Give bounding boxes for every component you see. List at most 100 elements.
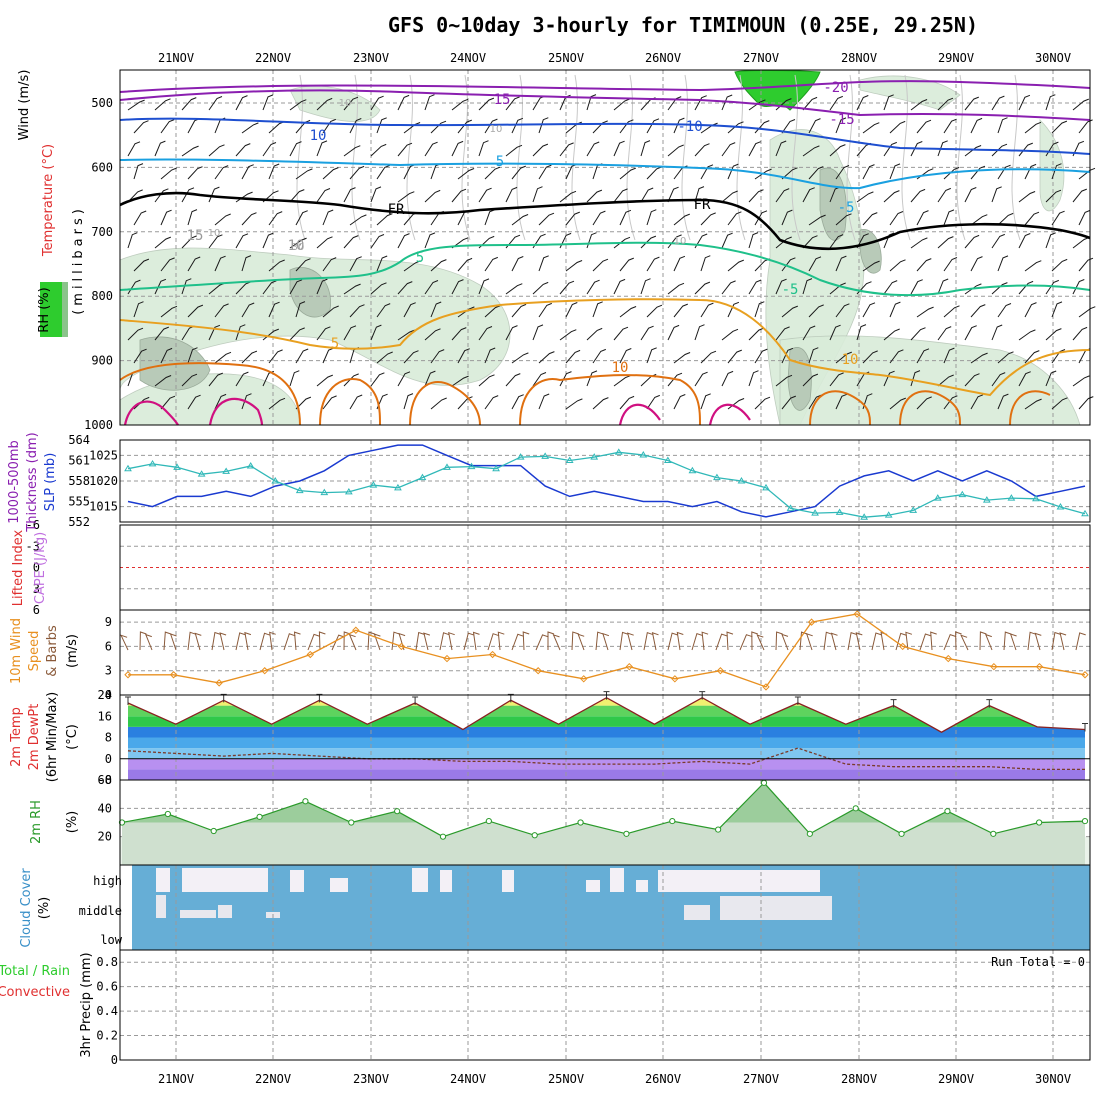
wind-barb — [694, 324, 705, 341]
date-axis-bottom: 21NOV 22NOV 23NOV 24NOV 25NOV 26NOV 27NOV 28NOV… — [158, 1072, 1071, 1086]
cloud-high-1 — [182, 868, 268, 892]
wind-barb — [505, 96, 520, 111]
thickness-label-2: Thickness (dm) — [25, 432, 40, 532]
wind10-barb — [715, 633, 728, 651]
thickness-point — [1032, 494, 1040, 502]
wind10-barb — [895, 632, 907, 651]
wind-barb — [964, 283, 982, 295]
wind-barb — [289, 279, 303, 295]
wind10-point — [397, 642, 406, 651]
cloud-high-9 — [636, 880, 648, 892]
wind-barb — [559, 190, 577, 203]
wind-barb — [862, 164, 875, 180]
wind-barb — [808, 214, 826, 226]
rh-contour-8 — [736, 74, 746, 241]
wind-barb — [943, 118, 957, 134]
wind10-barb — [391, 631, 401, 651]
wind-barb — [1018, 94, 1031, 111]
wind-barb — [964, 234, 980, 249]
thickness-point — [933, 494, 942, 501]
wind-barb — [1024, 302, 1037, 318]
wind-barb — [862, 260, 880, 272]
wind-barb — [640, 140, 651, 157]
thickness-point — [884, 511, 893, 518]
rh-contour-7 — [681, 74, 691, 241]
wind-barb — [484, 256, 498, 272]
wind-barb — [964, 187, 977, 203]
wind-barb — [349, 214, 367, 226]
wind-barb — [970, 165, 986, 180]
rh-contour-5 — [571, 74, 581, 241]
wind-barb — [1045, 279, 1059, 295]
contour-label-15: 10 — [288, 238, 305, 254]
contour-label-14: 15 — [187, 228, 204, 244]
wind10-barb — [1034, 632, 1042, 651]
wind-barb — [505, 373, 521, 387]
rh2m-point — [806, 830, 813, 837]
cloud-high-10 — [658, 870, 820, 892]
date-axis-top: 21NOV 22NOV 23NOV 24NOV 25NOV 26NOV 27NOV 28NOV… — [158, 51, 1071, 65]
wind-barb — [181, 187, 195, 203]
wind10-label-1: 10m Wind — [9, 618, 24, 684]
rh-contour-label-1: 10 — [490, 124, 503, 135]
wind-barb — [781, 167, 798, 180]
wind-barb — [370, 234, 385, 249]
wind-barb — [646, 304, 663, 318]
wind-barb — [343, 145, 361, 157]
wind-barb — [214, 165, 229, 180]
wind-barb — [916, 396, 932, 410]
wind-barb — [160, 257, 175, 272]
precip-tick-1: 0.6 — [96, 980, 118, 994]
thickness-point — [467, 462, 476, 470]
wind-barb — [478, 374, 495, 387]
wind-barb — [883, 328, 900, 341]
wind-barb — [754, 120, 770, 134]
wind10-barb — [855, 632, 863, 651]
wind-barb — [370, 372, 385, 387]
precip-tick-3: 0.2 — [96, 1029, 118, 1043]
wind-barb — [808, 256, 822, 272]
rh-contour-label-3: 10 — [208, 228, 221, 239]
wind10-barb — [244, 631, 252, 651]
wind10-barb — [1003, 631, 1012, 651]
wind10-barb — [1051, 631, 1062, 651]
rh2m-point — [852, 805, 859, 812]
wind10-point — [306, 650, 314, 659]
wind-barb — [451, 279, 464, 295]
wind-barb — [1024, 398, 1042, 410]
wind-barb — [316, 326, 331, 341]
wind-barb — [943, 395, 958, 410]
wind-barb — [970, 394, 984, 410]
wind-barb — [565, 260, 583, 272]
wind10-barb — [643, 632, 654, 651]
cloud-level-2: low — [100, 933, 122, 947]
wind10-barb — [1027, 631, 1037, 651]
wind-barb — [646, 347, 657, 364]
wind-barb — [640, 235, 657, 249]
cloud-mid-5 — [720, 896, 832, 920]
wind-barb — [160, 347, 173, 364]
wind-barb — [862, 122, 880, 134]
wind-barb — [295, 258, 311, 272]
rh2m-point — [577, 819, 584, 826]
rh2m-point — [485, 817, 492, 825]
contour-label-11: 5 — [331, 336, 339, 352]
wind-barb — [127, 189, 143, 203]
wind-barb — [619, 306, 637, 318]
wind-barb — [295, 348, 309, 364]
rh-shade-4 — [1039, 119, 1065, 212]
wind-barb — [484, 395, 499, 410]
rh-contour-12 — [956, 74, 966, 241]
wind-barb — [586, 189, 603, 203]
wind-barb — [268, 301, 280, 318]
wind-barb — [154, 326, 169, 341]
wind-barb — [970, 214, 988, 226]
wind-barb — [673, 303, 688, 318]
contour-label-10: -5 — [782, 282, 799, 298]
wind-barb — [910, 141, 923, 157]
wind-barb — [262, 232, 274, 249]
temp-tick-0: 24 — [98, 688, 112, 702]
isotherm-6 — [119, 298, 1091, 397]
wind10-barb — [905, 631, 913, 651]
